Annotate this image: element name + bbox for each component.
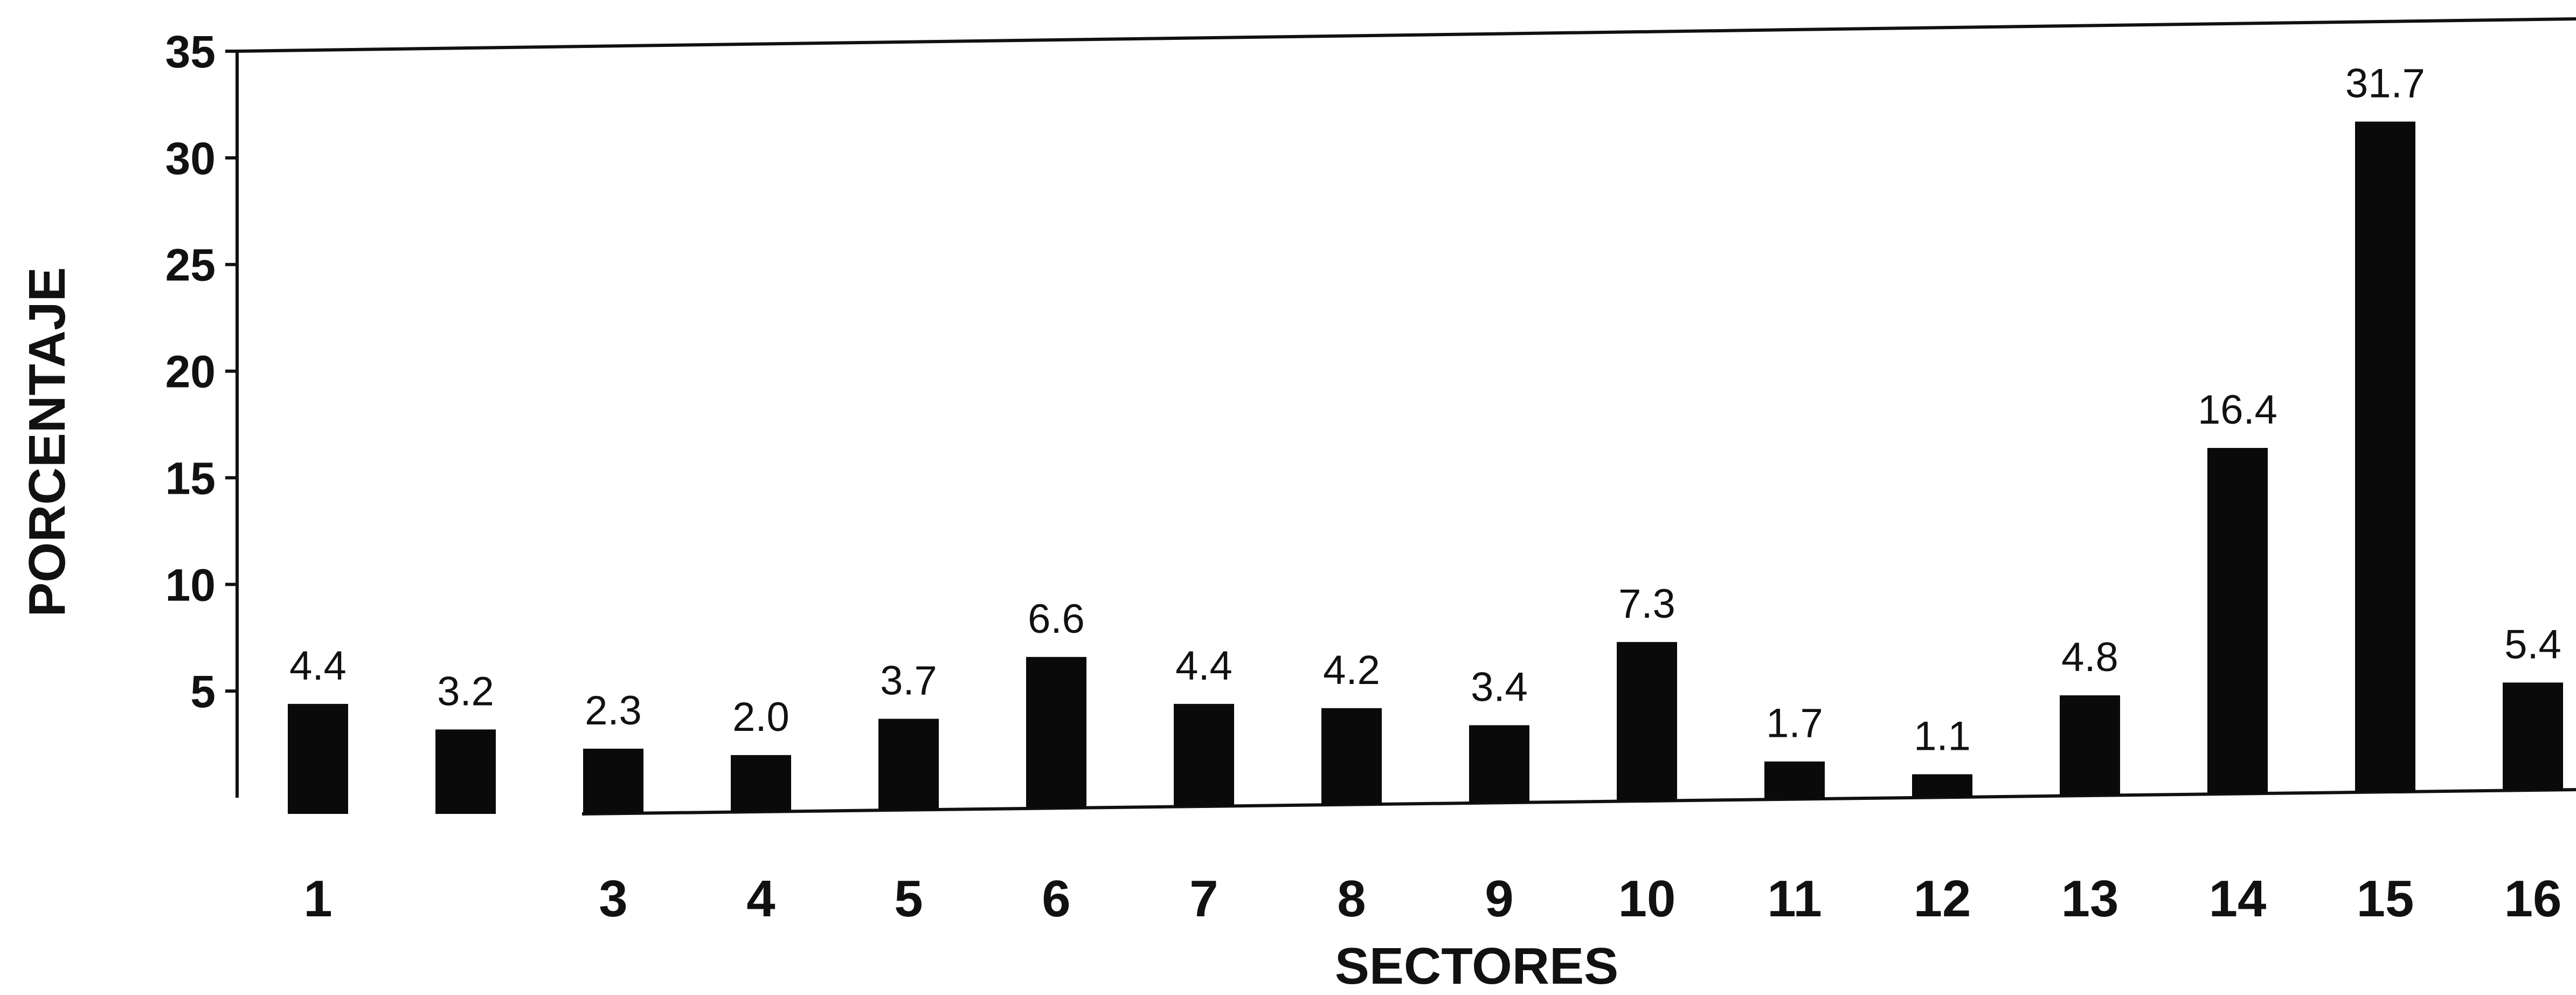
x-tick-label: 11 (1767, 870, 1822, 928)
data-label: 4.4 (1175, 643, 1232, 689)
y-tick-label: 20 (165, 347, 216, 397)
bar (1321, 708, 1382, 805)
x-tick-label: 12 (1914, 870, 1971, 928)
data-label: 4.2 (1323, 647, 1380, 693)
y-tick-label: 5 (190, 666, 216, 717)
bar (2503, 682, 2563, 790)
bar (2207, 448, 2268, 794)
data-labels: 4.4 3.2 2.3 2.0 3.7 6.6 4.4 4.2 3.4 7.3 1.7 1.1 4.8 1… (289, 61, 2561, 759)
y-axis-title: PORCENTAJE (18, 267, 76, 617)
x-tick-label: 6 (1042, 870, 1070, 928)
x-tick-label: 8 (1337, 870, 1366, 928)
x-tick-label: 3 (599, 870, 627, 928)
plot-top-border (237, 17, 2576, 53)
bar (583, 748, 643, 814)
bar (435, 729, 496, 814)
x-tick-label: 14 (2209, 870, 2267, 928)
x-tick-label: 4 (746, 870, 775, 928)
bars (288, 121, 2563, 814)
y-tick-label: 10 (165, 559, 216, 610)
x-tick-label: 10 (1618, 870, 1676, 928)
data-label: 6.6 (1028, 596, 1085, 642)
data-label: 7.3 (1618, 581, 1675, 627)
bar (1912, 774, 1972, 798)
bar (731, 755, 791, 812)
x-tick-label: 5 (894, 870, 923, 928)
bar (1764, 761, 1825, 799)
data-label: 1.7 (1766, 701, 1823, 747)
data-label: 16.4 (2198, 387, 2277, 433)
bar (1026, 657, 1086, 809)
x-tick-label: 13 (2061, 870, 2119, 928)
data-label: 3.7 (880, 658, 937, 704)
y-axis: 5 10 15 20 25 30 35 (165, 17, 2576, 798)
data-label: 31.7 (2345, 61, 2425, 107)
data-label: 1.1 (1914, 713, 1971, 759)
bar (288, 703, 348, 814)
data-label: 5.4 (2504, 621, 2561, 667)
category-labels: 1 3 4 5 6 7 8 9 10 11 12 13 14 15 16 (303, 870, 2561, 928)
x-tick-label: 7 (1189, 870, 1218, 928)
bar (1469, 725, 1529, 803)
y-tick-label: 15 (165, 453, 216, 503)
x-tick-label: 16 (2504, 870, 2562, 928)
data-label: 4.8 (2061, 634, 2118, 680)
bar (2355, 121, 2415, 792)
data-label: 2.3 (585, 688, 642, 734)
x-tick-label: 15 (2357, 870, 2414, 928)
bar (2060, 695, 2120, 796)
data-label: 3.2 (437, 668, 494, 714)
y-tick-label: 25 (165, 240, 216, 291)
x-axis-title: SECTORES (1335, 937, 1618, 995)
x-tick-label: 1 (303, 870, 332, 928)
bar (878, 718, 939, 810)
y-tick-label: 30 (165, 133, 216, 184)
x-tick-label: 9 (1485, 870, 1513, 928)
y-tick-label: 35 (165, 26, 216, 77)
data-label: 3.4 (1471, 664, 1528, 710)
data-label: 4.4 (289, 643, 347, 689)
bar (1617, 642, 1677, 801)
bar (1174, 703, 1234, 806)
data-label: 2.0 (732, 694, 790, 740)
